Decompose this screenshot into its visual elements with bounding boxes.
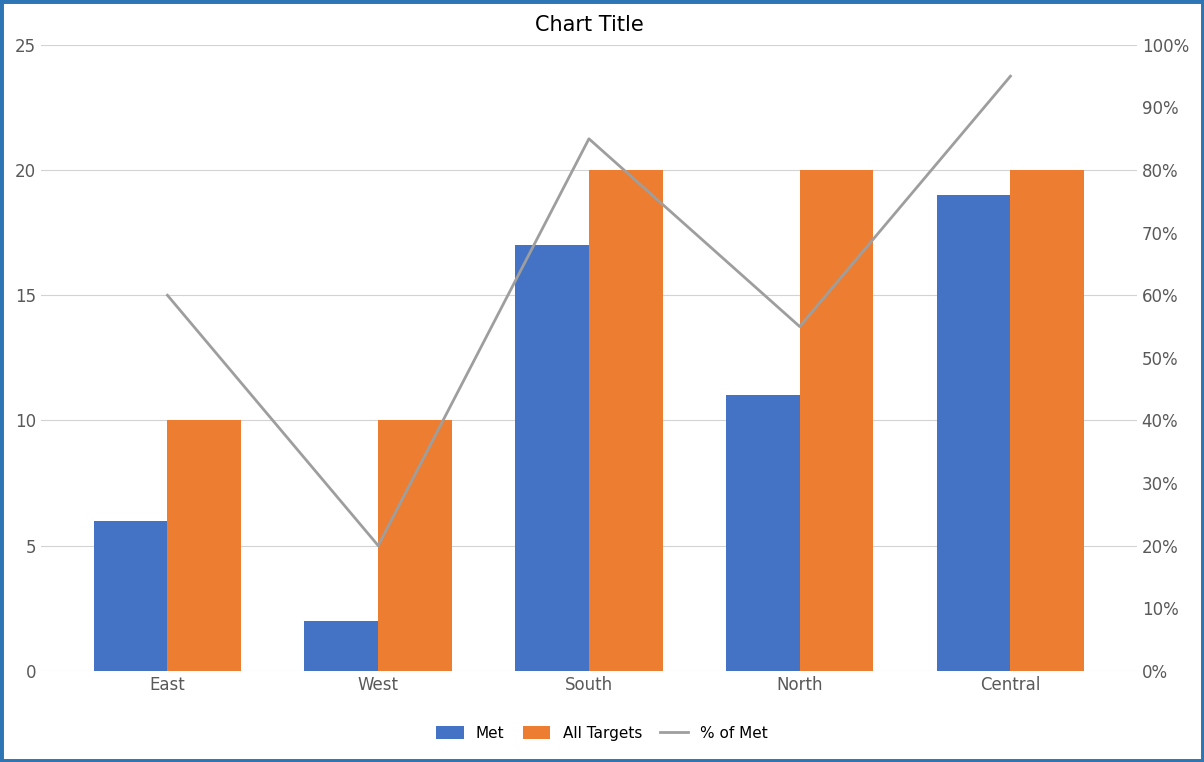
Title: Chart Title: Chart Title: [535, 15, 643, 35]
% of Met: [371, 541, 385, 550]
Bar: [937, 195, 1010, 671]
Bar: [515, 245, 589, 671]
Bar: [589, 170, 662, 671]
% of Met: [582, 134, 596, 143]
% of Met: [160, 290, 175, 299]
% of Met: [792, 322, 807, 331]
Bar: [799, 170, 873, 671]
Bar: [726, 395, 799, 671]
Bar: [1010, 170, 1084, 671]
Line: % of Met: % of Met: [167, 76, 1010, 546]
Bar: [94, 520, 167, 671]
Bar: [305, 621, 378, 671]
% of Met: [1003, 72, 1017, 81]
Bar: [378, 421, 452, 671]
Legend: Met, All Targets, % of Met: Met, All Targets, % of Met: [430, 719, 774, 747]
Bar: [167, 421, 241, 671]
